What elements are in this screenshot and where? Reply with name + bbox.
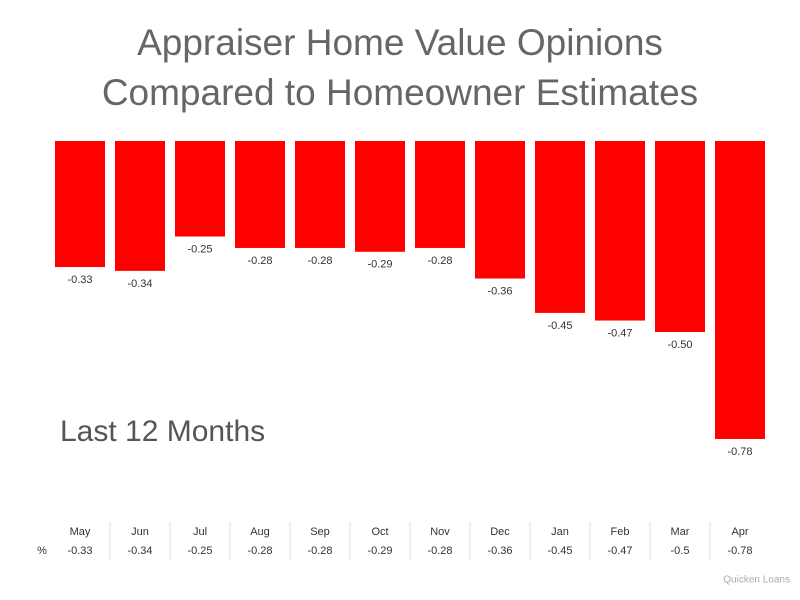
bar <box>715 141 765 439</box>
data-label: -0.29 <box>367 259 392 271</box>
data-label: -0.25 <box>187 243 212 255</box>
bar <box>355 141 405 252</box>
bar <box>55 141 105 268</box>
table-value: -0.28 <box>247 545 272 557</box>
data-label: -0.45 <box>547 320 572 332</box>
table-value: -0.45 <box>547 545 572 557</box>
bar <box>595 141 645 321</box>
table-value: -0.34 <box>127 545 152 557</box>
table-value: -0.33 <box>67 545 92 557</box>
table-header: Jun <box>131 526 149 538</box>
table-value: -0.78 <box>727 545 752 557</box>
table-value: -0.28 <box>307 545 332 557</box>
table-header: Nov <box>430 526 450 538</box>
table-value: -0.29 <box>367 545 392 557</box>
table-header: Jan <box>551 526 569 538</box>
bar <box>115 141 165 271</box>
source: Quicken Loans <box>723 575 790 586</box>
table-value: -0.47 <box>607 545 632 557</box>
data-label: -0.34 <box>127 278 152 290</box>
bar <box>235 141 285 248</box>
data-label: -0.47 <box>607 327 632 339</box>
table-header: Apr <box>731 526 748 538</box>
bar <box>415 141 465 248</box>
data-label: -0.28 <box>247 255 272 267</box>
chart-title: Appraiser Home Value Opinions Compared t… <box>101 22 699 113</box>
bar <box>475 141 525 279</box>
bar <box>655 141 705 332</box>
bar <box>175 141 225 237</box>
data-label: -0.28 <box>307 255 332 267</box>
data-label: -0.28 <box>427 255 452 267</box>
data-label: -0.33 <box>67 274 92 286</box>
table-value: -0.25 <box>187 545 212 557</box>
bar <box>535 141 585 313</box>
table-header: Oct <box>371 526 388 538</box>
table-value: -0.28 <box>427 545 452 557</box>
table-value: -0.5 <box>671 545 690 557</box>
table-header: Aug <box>250 526 270 538</box>
table-header: Feb <box>611 526 630 538</box>
table-header: Dec <box>490 526 510 538</box>
data-label: -0.78 <box>727 446 752 458</box>
table-header: Mar <box>671 526 690 538</box>
table-header: Sep <box>310 526 330 538</box>
table-header: May <box>70 526 91 538</box>
table-row-label: % <box>37 545 47 557</box>
annotation: Last 12 Months <box>60 415 265 448</box>
table-value: -0.36 <box>487 545 512 557</box>
bar <box>295 141 345 248</box>
table-header: Jul <box>193 526 207 538</box>
data-label: -0.36 <box>487 285 512 297</box>
data-label: -0.50 <box>667 339 692 351</box>
